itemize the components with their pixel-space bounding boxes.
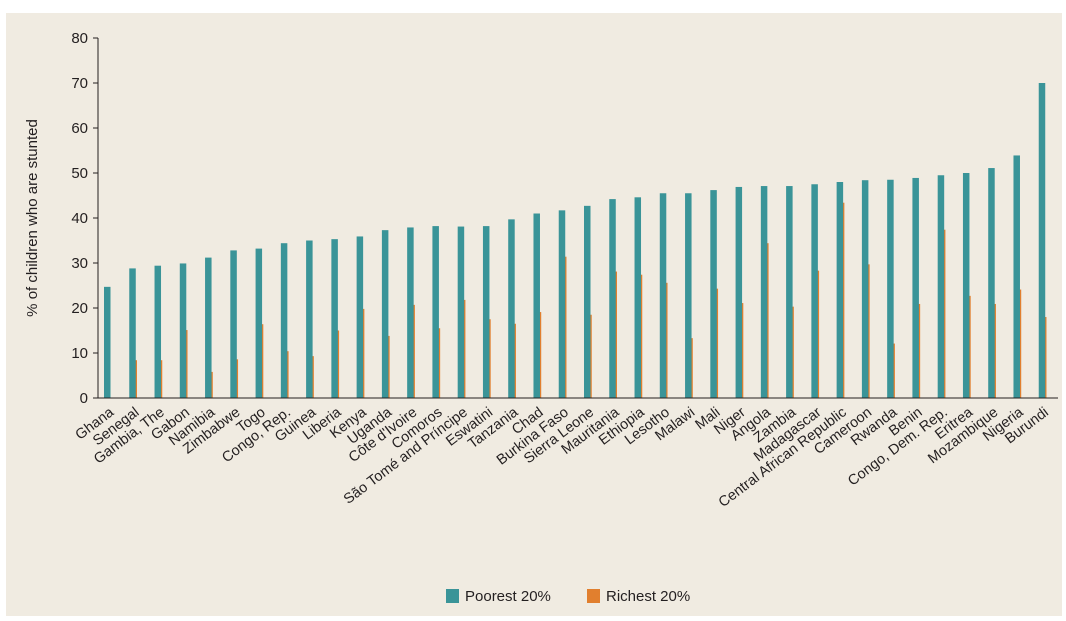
poorest-bar bbox=[836, 182, 844, 398]
y-tick-label: 80 bbox=[71, 30, 88, 47]
y-tick-label: 20 bbox=[71, 300, 88, 317]
poorest-bar bbox=[760, 186, 768, 398]
legend-label: Poorest 20% bbox=[465, 588, 551, 605]
poorest-bar bbox=[1013, 155, 1020, 398]
legend-swatch bbox=[446, 589, 459, 603]
poorest-bar bbox=[685, 193, 692, 398]
poorest-bar bbox=[205, 257, 212, 398]
poorest-bar bbox=[508, 219, 515, 398]
poorest-bar bbox=[912, 177, 919, 398]
y-axis: 0 10 20 30 40 50 60 70 80 bbox=[71, 30, 99, 407]
poorest-bar bbox=[988, 168, 995, 398]
poorest-bar bbox=[735, 186, 743, 398]
poorest-bar bbox=[609, 199, 616, 398]
poorest-bar bbox=[306, 240, 313, 398]
poorest-bar bbox=[659, 193, 667, 398]
poorest-bar bbox=[356, 236, 364, 398]
poorest-bar bbox=[558, 210, 566, 398]
poorest-bar bbox=[533, 213, 540, 398]
poorest-bar bbox=[154, 265, 162, 398]
poorest-bar bbox=[432, 226, 439, 398]
poorest-bar bbox=[861, 180, 869, 398]
bars-group bbox=[104, 83, 1047, 398]
poorest-bar bbox=[179, 263, 187, 398]
y-tick-label: 30 bbox=[71, 255, 88, 272]
poorest-bar bbox=[584, 205, 591, 398]
y-tick-label: 10 bbox=[71, 345, 88, 362]
poorest-bar bbox=[129, 268, 136, 398]
poorest-bar bbox=[786, 186, 793, 398]
y-axis-title: % of children who are stunted bbox=[24, 119, 41, 317]
legend-swatch bbox=[587, 589, 600, 603]
poorest-bar bbox=[710, 190, 717, 398]
chart-panel: 0 10 20 30 40 50 60 70 80 Ghana Senegal Gambia, Th… bbox=[6, 13, 1062, 616]
poorest-bar bbox=[255, 248, 263, 398]
poorest-bar bbox=[811, 184, 818, 398]
poorest-bar bbox=[457, 226, 465, 398]
poorest-bar bbox=[230, 250, 237, 398]
y-tick-label: 70 bbox=[71, 75, 88, 92]
legend: Poorest 20% Richest 20% bbox=[446, 588, 690, 605]
legend-label: Richest 20% bbox=[606, 588, 690, 605]
y-tick-label: 60 bbox=[71, 120, 88, 137]
y-tick-label: 40 bbox=[71, 210, 88, 227]
poorest-bar bbox=[937, 175, 945, 398]
y-tick-label: 50 bbox=[71, 165, 88, 182]
poorest-bar bbox=[407, 227, 414, 398]
poorest-bar bbox=[482, 226, 490, 398]
poorest-bar bbox=[280, 243, 288, 398]
y-tick-label: 0 bbox=[80, 390, 88, 407]
poorest-bar bbox=[634, 197, 642, 398]
poorest-bar bbox=[887, 179, 894, 398]
poorest-bar bbox=[331, 239, 338, 398]
poorest-bar bbox=[962, 173, 970, 398]
poorest-bar bbox=[381, 230, 389, 398]
poorest-bar bbox=[104, 286, 111, 398]
poorest-bar bbox=[1038, 83, 1046, 398]
